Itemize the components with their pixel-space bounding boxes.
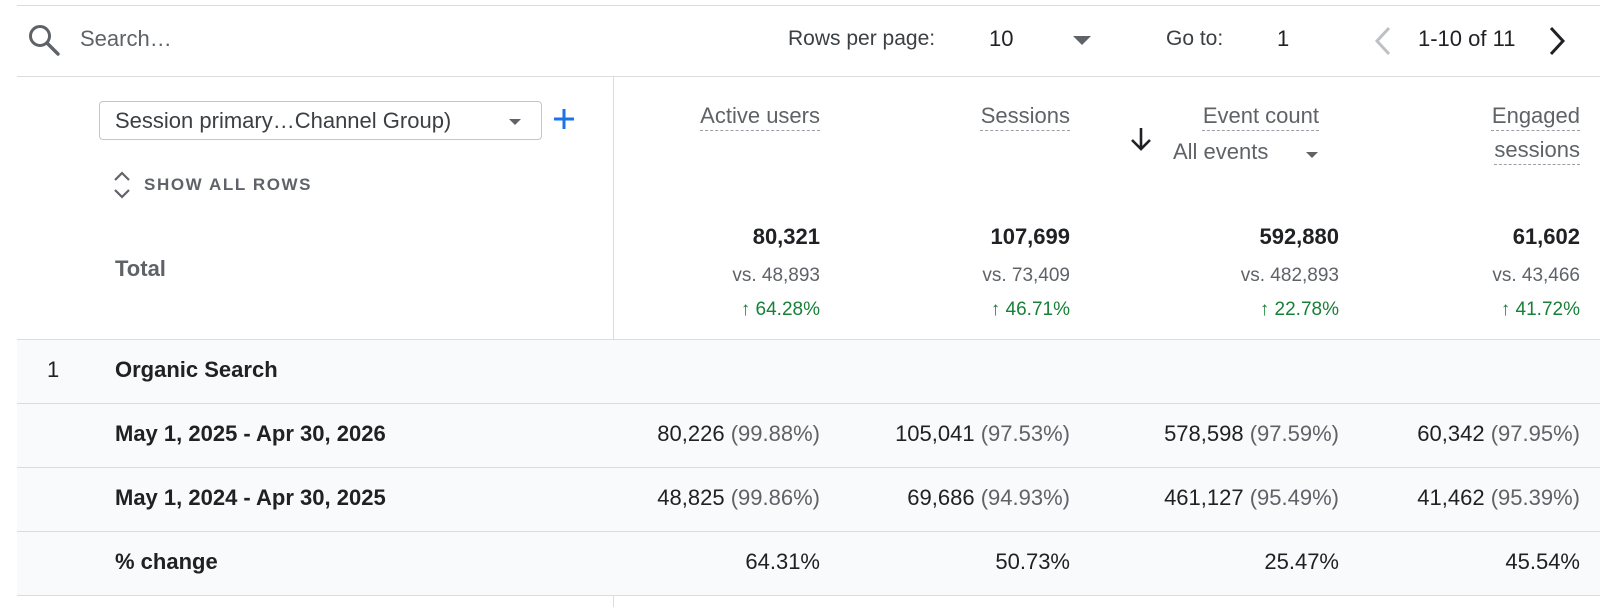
expand-collapse-icon[interactable] <box>113 170 131 200</box>
cell-value: 60,342 <box>1417 421 1485 446</box>
header-active-users[interactable]: Active users <box>700 103 820 128</box>
cell-active-users: 64.31% <box>745 549 820 574</box>
rows-per-page-select[interactable]: 10 <box>987 18 1097 60</box>
change-value: 41.72% <box>1515 299 1580 320</box>
cell-value: 578,598 <box>1164 421 1244 446</box>
table-row <box>17 468 1600 531</box>
table-top-border <box>17 5 1600 6</box>
chevron-left-icon[interactable] <box>1373 25 1393 57</box>
cell-sessions: 69,686 (94.93%) <box>750 485 1070 511</box>
cell-active-users: 48,825 (99.86%) <box>500 485 820 511</box>
show-all-rows-button[interactable]: SHOW ALL ROWS <box>144 175 313 194</box>
table-row <box>17 532 1600 595</box>
arrow-up-icon: ↑ <box>740 299 751 320</box>
row-period-label: May 1, 2025 - Apr 30, 2026 <box>115 421 386 446</box>
dimension-select-value: Session primary…Channel Group) <box>115 108 452 133</box>
event-filter-value: All events <box>1173 139 1269 164</box>
cell-value: 69,686 <box>907 485 975 510</box>
header-sessions[interactable]: Sessions <box>980 103 1070 128</box>
cell-engaged-sessions: 41,462 (95.39%) <box>1260 485 1580 511</box>
total-event-count-vs: vs. 482,893 <box>1240 265 1339 286</box>
row-index: 1 <box>47 357 60 382</box>
header-engaged-sessions[interactable]: Engaged <box>1491 103 1580 128</box>
chevron-right-icon[interactable] <box>1547 25 1567 57</box>
header-divider <box>17 339 1600 340</box>
row-period-label: May 1, 2024 - Apr 30, 2025 <box>115 485 386 510</box>
total-engaged-sessions-change: ↑ 41.72% <box>1280 299 1580 321</box>
cell-percent: (99.88%) <box>730 421 820 446</box>
change-value: 46.71% <box>1005 299 1070 320</box>
cell-value: 80,226 <box>657 421 725 446</box>
cell-value: 105,041 <box>895 421 975 446</box>
row-divider <box>17 403 1600 404</box>
cell-event-count: 461,127 (95.49%) <box>1019 485 1339 511</box>
cell-percent: (99.86%) <box>730 485 820 510</box>
total-label: Total <box>115 256 166 281</box>
search-input[interactable]: Search… <box>80 26 172 51</box>
rows-per-page-value: 10 <box>989 26 1014 51</box>
cell-percent: (97.53%) <box>980 421 1070 446</box>
table-row-group[interactable] <box>17 340 1600 403</box>
total-sessions-change: ↑ 46.71% <box>770 299 1070 321</box>
total-engaged-sessions: 61,602 <box>1512 224 1580 249</box>
cell-event-count: 578,598 (97.59%) <box>1019 421 1339 447</box>
row-channel-label[interactable]: Organic Search <box>115 357 278 382</box>
cell-sessions: 105,041 (97.53%) <box>750 421 1070 447</box>
arrow-up-icon: ↑ <box>990 299 1001 320</box>
row-divider <box>17 595 1600 596</box>
row-divider <box>17 467 1600 468</box>
total-engaged-sessions-vs: vs. 43,466 <box>1492 265 1580 286</box>
row-divider <box>17 531 1600 532</box>
add-dimension-button[interactable] <box>552 107 576 131</box>
arrow-up-icon: ↑ <box>1259 299 1270 320</box>
total-active-users: 80,321 <box>752 224 820 249</box>
total-active-users-change: ↑ 64.28% <box>520 299 820 321</box>
cell-engaged-sessions: 45.54% <box>1505 549 1580 574</box>
cell-percent: (95.39%) <box>1490 485 1580 510</box>
sort-arrow-down-icon[interactable] <box>1128 126 1154 152</box>
page-range: 1-10 of 11 <box>1418 26 1516 51</box>
cell-event-count: 25.47% <box>1264 549 1339 574</box>
event-filter-select[interactable]: All events <box>1173 139 1333 173</box>
change-value: 22.78% <box>1274 299 1339 320</box>
change-value: 64.28% <box>755 299 820 320</box>
rows-per-page-label: Rows per page: <box>788 27 936 50</box>
caret-down-icon <box>1306 152 1318 158</box>
cell-sessions: 50.73% <box>995 549 1070 574</box>
goto-page-input[interactable]: 1 <box>1277 26 1290 51</box>
cell-percent: (94.93%) <box>980 485 1070 510</box>
header-event-count[interactable]: Event count <box>1202 103 1319 128</box>
cell-active-users: 80,226 (99.88%) <box>500 421 820 447</box>
cell-percent: (97.59%) <box>1249 421 1339 446</box>
total-sessions: 107,699 <box>990 224 1070 249</box>
row-change-label: % change <box>115 549 218 574</box>
toolbar-divider <box>17 76 1600 77</box>
total-event-count: 592,880 <box>1259 224 1339 249</box>
goto-label: Go to: <box>1166 27 1224 50</box>
cell-value: 41,462 <box>1417 485 1485 510</box>
cell-value: 461,127 <box>1164 485 1244 510</box>
total-active-users-vs: vs. 48,893 <box>732 265 820 286</box>
total-event-count-change: ↑ 22.78% <box>1039 299 1339 321</box>
cell-engaged-sessions: 60,342 (97.95%) <box>1260 421 1580 447</box>
arrow-up-icon: ↑ <box>1500 299 1511 320</box>
search-icon[interactable] <box>27 23 61 57</box>
cell-value: 48,825 <box>657 485 725 510</box>
header-engaged-sessions-line2[interactable]: sessions <box>1494 137 1580 162</box>
table-row <box>17 404 1600 467</box>
cell-percent: (95.49%) <box>1249 485 1339 510</box>
cell-percent: (97.95%) <box>1490 421 1580 446</box>
total-sessions-vs: vs. 73,409 <box>982 265 1070 286</box>
caret-down-icon <box>509 119 521 125</box>
caret-down-icon <box>1073 36 1091 45</box>
dimension-select[interactable]: Session primary…Channel Group) <box>99 101 542 140</box>
